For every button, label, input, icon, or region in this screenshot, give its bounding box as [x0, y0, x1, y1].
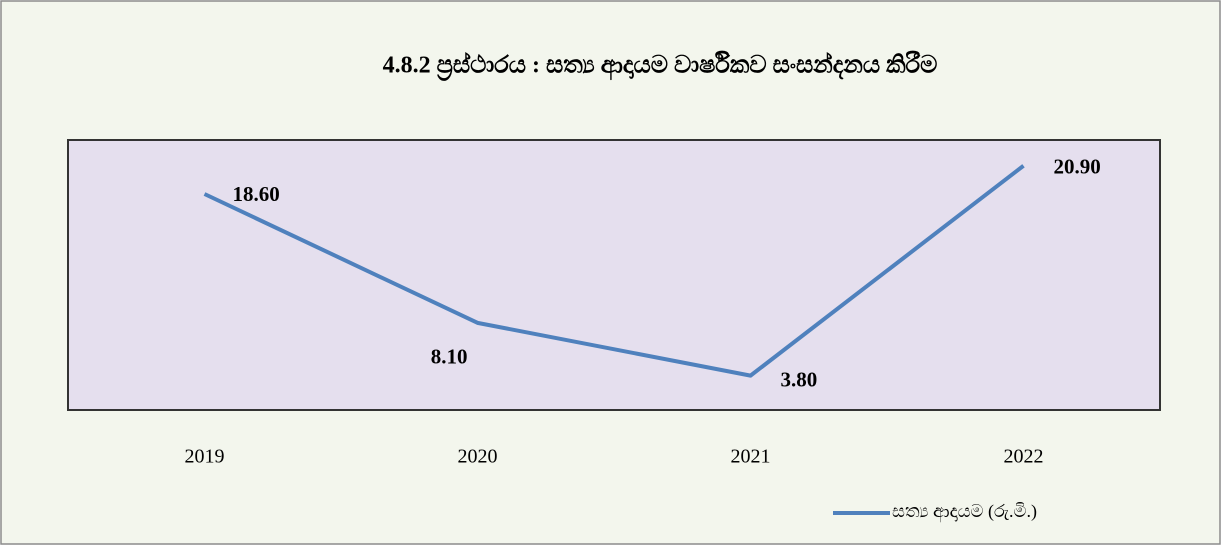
chart-title: 4.8.2 ප්‍රස්ථාරය : සත්‍ය ආදායම වාර්ෂිකව …: [383, 50, 938, 81]
data-line: [203, 164, 1025, 378]
data-label: 20.90: [1054, 155, 1101, 179]
plot-area: [67, 139, 1161, 411]
x-tick-label: 2021: [731, 446, 771, 468]
data-label: 18.60: [233, 182, 280, 206]
x-tick-label: 2019: [185, 446, 225, 468]
legend-label: සත්‍ය ආදායම (රු.මි.): [892, 501, 1037, 523]
x-tick-label: 2022: [1004, 446, 1044, 468]
x-tick-label: 2020: [458, 446, 498, 468]
data-label: 8.10: [431, 345, 468, 369]
data-label: 3.80: [781, 367, 818, 391]
